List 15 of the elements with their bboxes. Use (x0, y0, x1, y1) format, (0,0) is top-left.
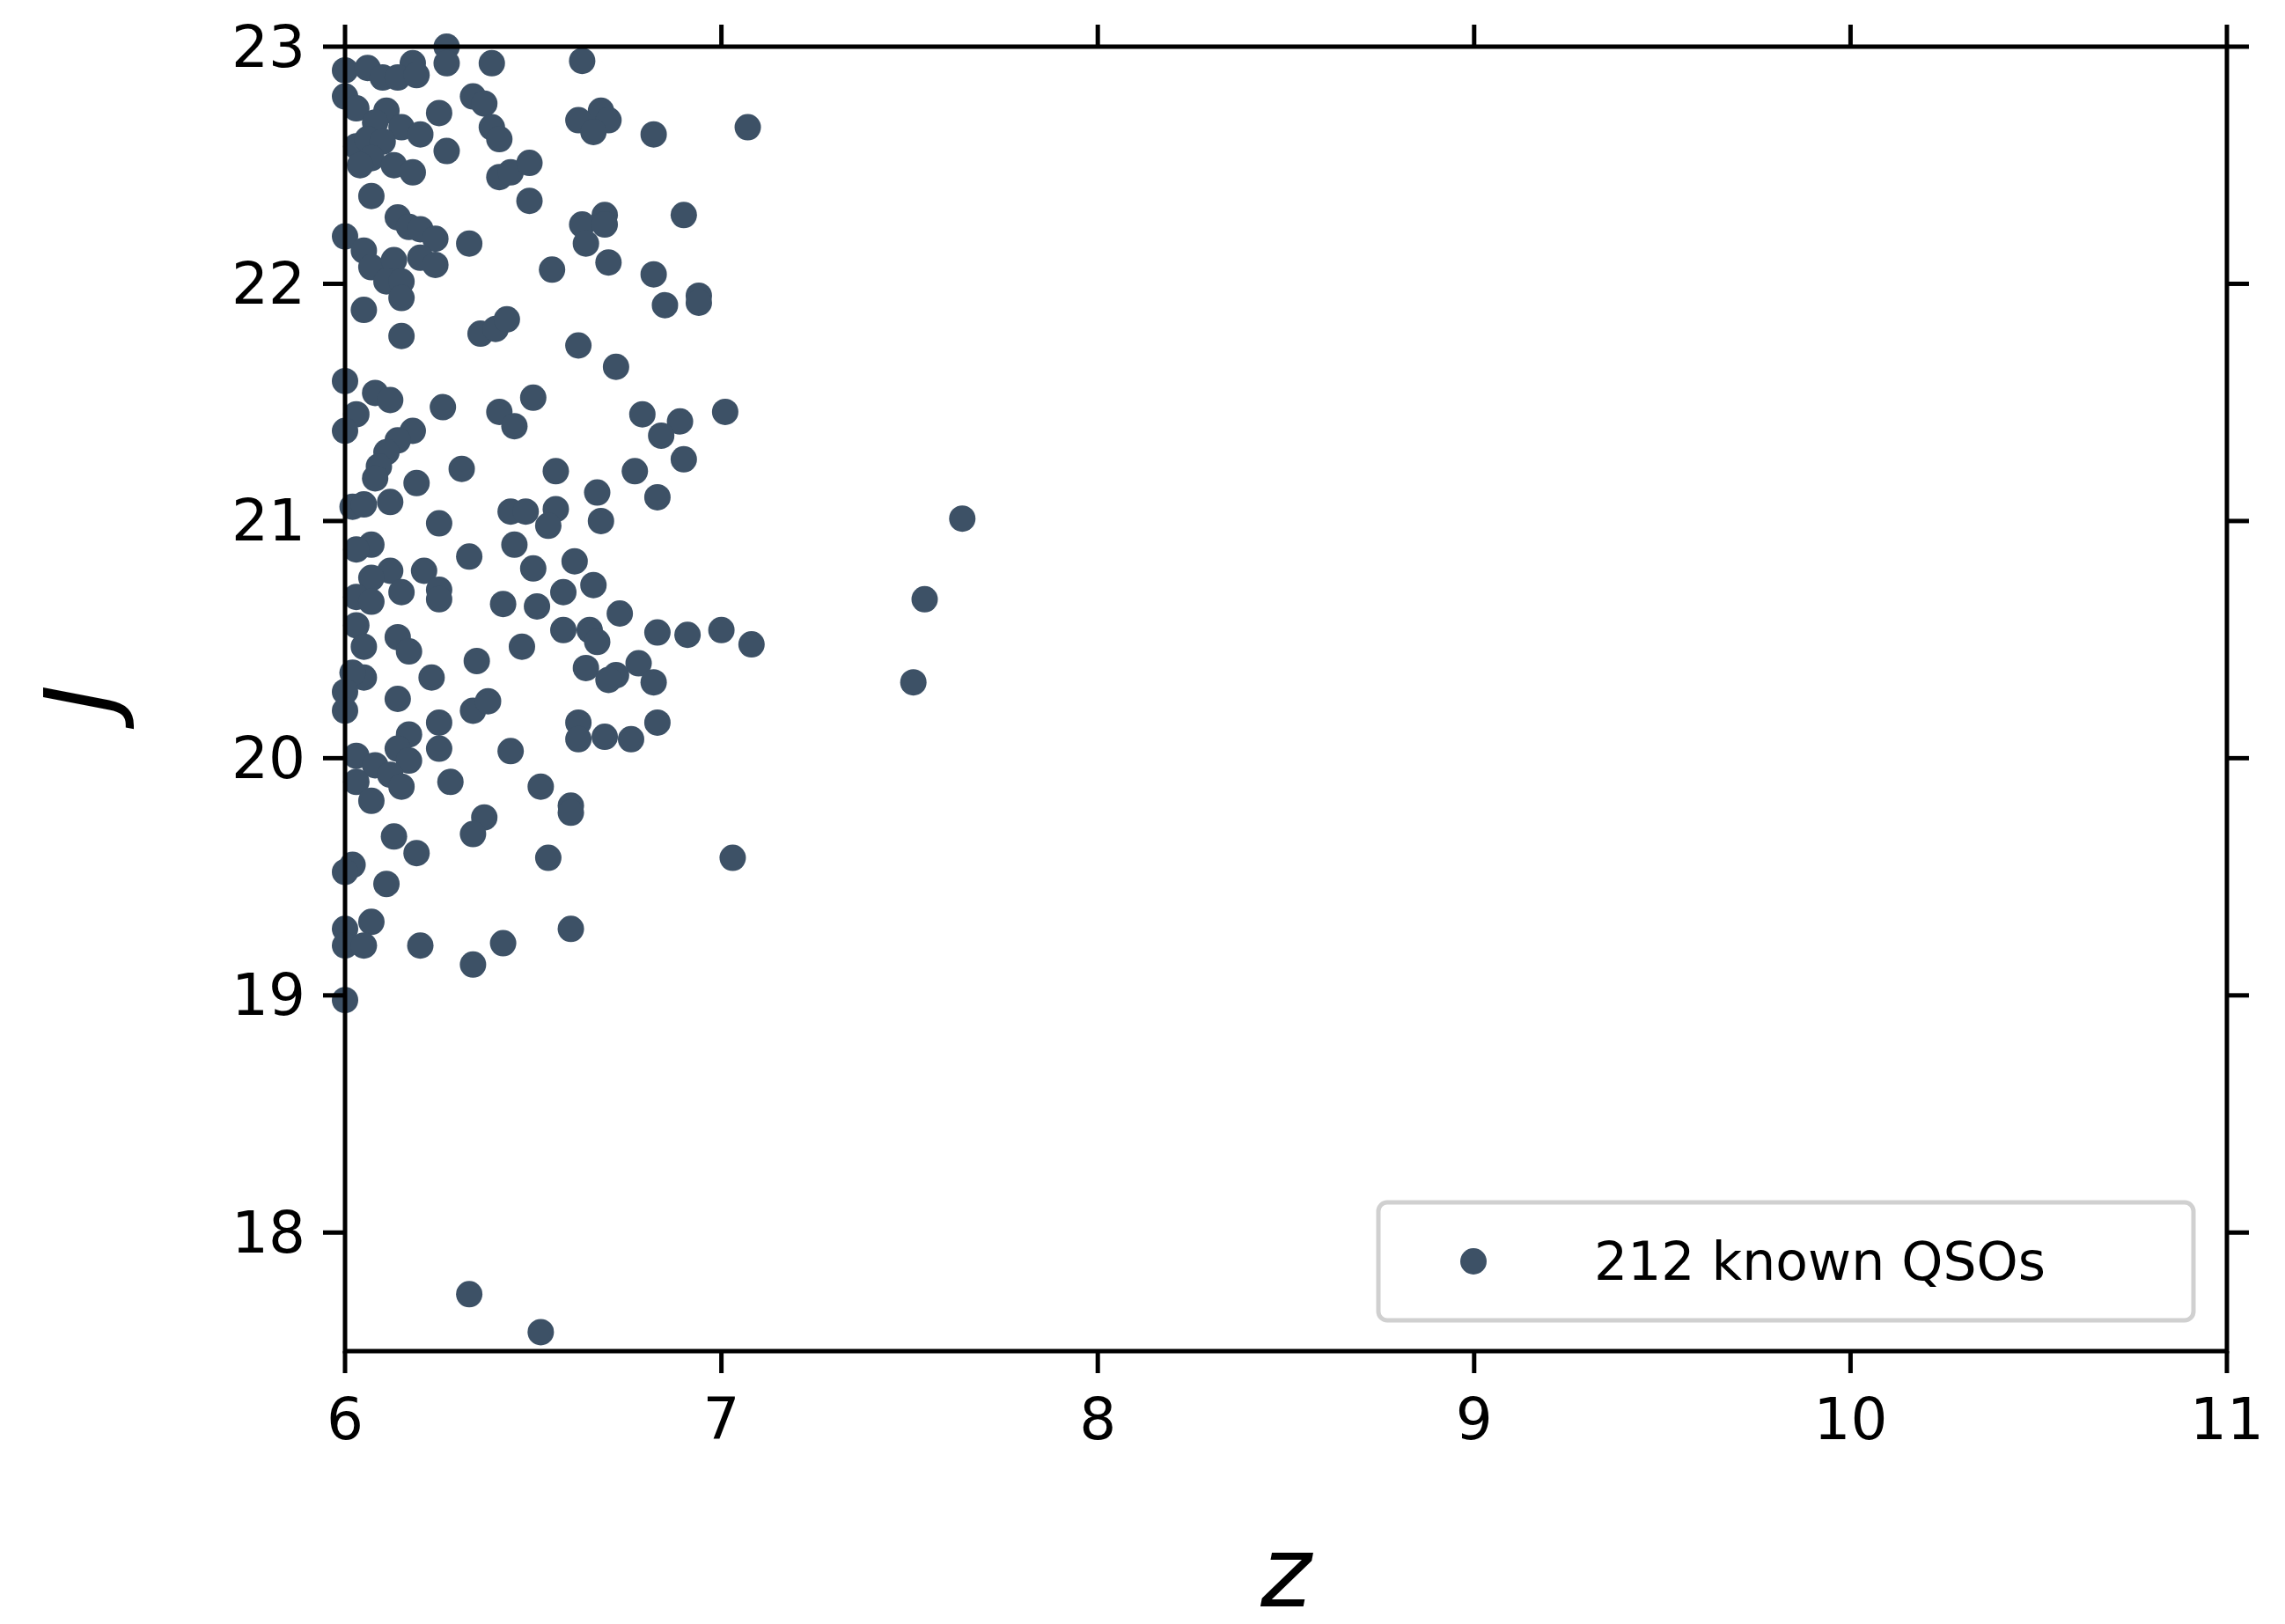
y-tick-label: 18 (231, 1198, 305, 1267)
y-tick-label: 21 (231, 487, 305, 555)
x-tick-label: 11 (2190, 1385, 2264, 1453)
y-tick-label: 22 (231, 249, 305, 318)
x-tick-label: 6 (327, 1385, 364, 1453)
y-tick-label: 23 (231, 12, 305, 81)
x-tick-label: 7 (702, 1385, 740, 1453)
x-tick-label: 8 (1079, 1385, 1117, 1453)
x-axis-title: z (1260, 1517, 1314, 1624)
y-tick-label: 20 (231, 724, 305, 792)
y-axis-title: J (25, 684, 137, 731)
legend-label: 212 known QSOs (1594, 1231, 2046, 1292)
x-tick-label: 9 (1455, 1385, 1493, 1453)
x-tick-label: 10 (1813, 1385, 1888, 1453)
y-tick-label: 19 (231, 961, 305, 1030)
